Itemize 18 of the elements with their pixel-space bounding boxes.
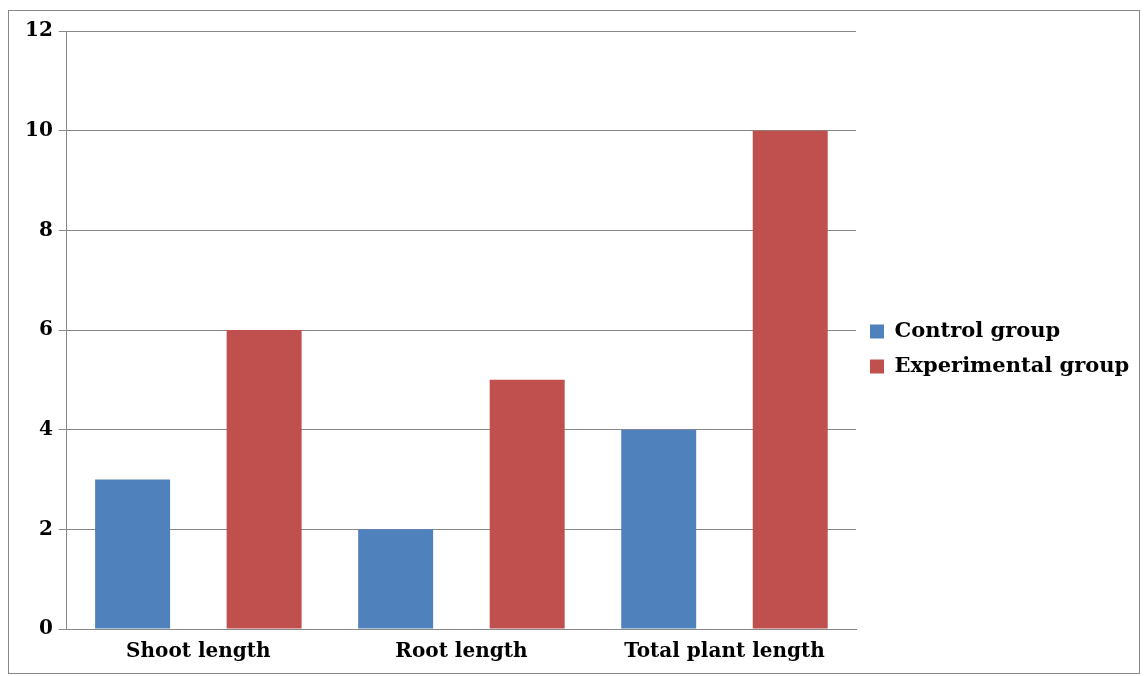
x-tick-label: Root length — [395, 638, 528, 663]
bar — [95, 479, 171, 629]
y-tick-label: 2 — [38, 515, 53, 540]
x-tick-label: Shoot length — [126, 638, 272, 663]
bar — [358, 529, 434, 629]
bar — [226, 330, 302, 629]
y-tick-label: 6 — [38, 316, 53, 341]
bar — [489, 379, 565, 629]
legend-label: Experimental group — [894, 351, 1130, 377]
bar — [752, 130, 828, 629]
y-tick-label: 12 — [24, 17, 53, 42]
x-tick-label: Total plant length — [624, 638, 826, 663]
y-tick-label: 10 — [24, 116, 53, 141]
y-tick-label: 4 — [38, 415, 53, 440]
legend-label: Control group — [894, 316, 1061, 342]
y-tick-label: 0 — [38, 615, 53, 640]
bar — [621, 429, 697, 629]
y-tick-label: 8 — [38, 216, 53, 241]
